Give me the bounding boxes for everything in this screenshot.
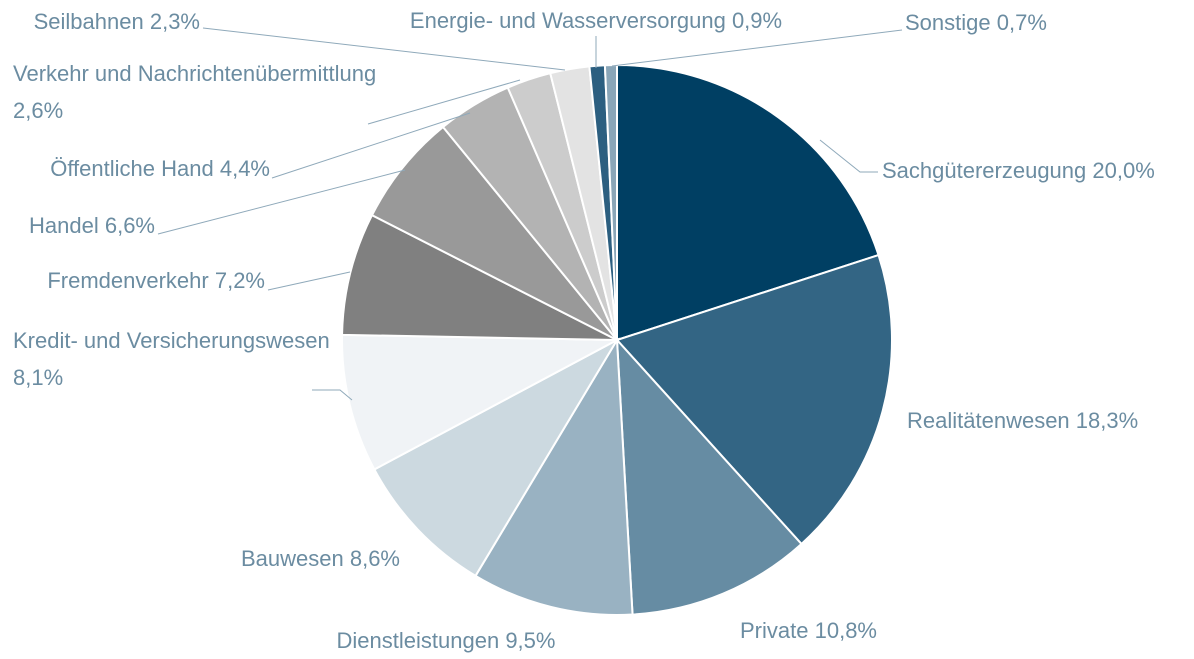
leader-line [611, 29, 903, 67]
value-label: 8,6% [349, 545, 400, 571]
pie-slice [341, 213, 618, 341]
leader-line [202, 27, 566, 71]
slice-label: Private 10,8% [740, 612, 877, 649]
value-label: 20,0% [1092, 157, 1155, 183]
slice-label: Handel 6,6% [29, 207, 155, 244]
value-label: 10,8% [814, 617, 877, 643]
pie-slice [616, 63, 880, 342]
category-label: Sonstige [905, 9, 991, 35]
leader-line [367, 79, 521, 125]
slice-label: Seilbahnen 2,3% [34, 3, 200, 40]
category-label: Realitätenwesen [907, 407, 1070, 433]
pie-slice [370, 125, 618, 341]
value-label: 4,4% [219, 155, 270, 181]
value-label: 6,6% [104, 212, 155, 238]
leader-line [819, 139, 878, 173]
leader-line [312, 389, 353, 401]
slice-label: Dienstleistungen 9,5% [337, 622, 556, 659]
leader-line [267, 271, 351, 291]
category-label: Private [740, 617, 809, 643]
value-label: 8,1% [13, 364, 64, 390]
leader-line [271, 112, 471, 179]
category-label: Handel [29, 212, 99, 238]
category-label: Fremdenverkehr [47, 267, 209, 293]
value-label: 2,6% [13, 97, 64, 123]
slice-label: Sachgütererzeugung 20,0% [882, 152, 1155, 189]
category-label: Dienstleistungen [336, 627, 500, 653]
slice-label: Energie- und Wasserversorgung 0,9% [410, 2, 782, 39]
slice-label: Bauwesen 8,6% [241, 540, 400, 577]
pie-slice [474, 336, 634, 616]
category-label: Sachgütererzeugung [882, 157, 1087, 183]
category-label: Öffentliche Hand [50, 155, 214, 181]
value-label: 7,2% [214, 267, 265, 293]
value-label: 0,7% [996, 9, 1047, 35]
slice-label: Kredit- und Versicherungswesen 8,1% [13, 322, 353, 396]
pie-slice [373, 337, 620, 578]
pie-slice [615, 253, 893, 546]
slice-label: Sonstige 0,7% [905, 4, 1047, 41]
slice-label: Fremdenverkehr 7,2% [47, 262, 265, 299]
value-label: 2,3% [149, 8, 200, 34]
pie-slice [341, 333, 621, 471]
slice-label: Realitätenwesen 18,3% [907, 402, 1138, 439]
slice-label: Verkehr und Nachrichtenübermittlung 2,6% [13, 55, 413, 129]
category-label: Bauwesen [240, 545, 344, 571]
category-label: Verkehr und Nachrichtenübermittlung [13, 60, 377, 86]
category-label: Seilbahnen [33, 8, 144, 34]
value-label: 18,3% [1075, 407, 1139, 433]
slice-label: Öffentliche Hand 4,4% [50, 150, 270, 187]
category-label: Kredit- und Versicherungswesen [13, 327, 330, 353]
category-label: Energie- und Wasserversorgung [409, 7, 726, 33]
value-label: 0,9% [731, 7, 783, 33]
leader-line [157, 169, 406, 235]
pie-slice [615, 337, 803, 616]
value-label: 9,5% [505, 627, 556, 653]
